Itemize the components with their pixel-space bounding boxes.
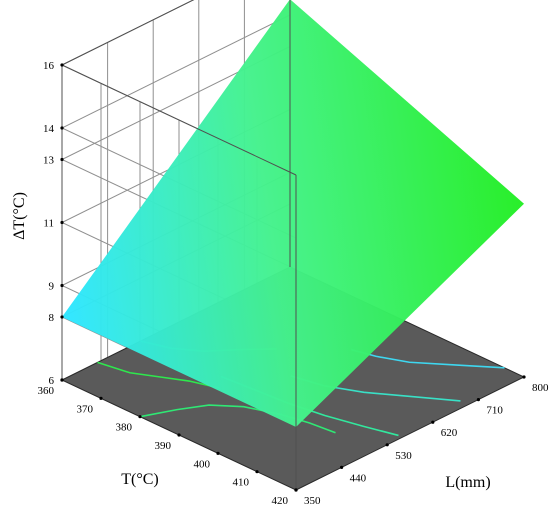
z-tick-dot-5 [60,126,64,130]
l-tick-dot-2 [385,443,389,447]
l-tick-dot-4 [476,398,480,402]
t-tick-label-2: 380 [116,422,133,434]
t-tick-dot-3 [177,433,181,437]
t-tick-label-5: 410 [233,477,250,489]
t-tick-dot-2 [138,415,142,419]
l-tick-label-4: 710 [486,405,503,417]
frame-edge-4 [61,0,195,66]
z-tick-dot-1 [60,315,64,319]
z-tick-label-4: 13 [43,155,55,167]
t-tick-label-3: 390 [155,440,172,452]
t-tick-label-0: 360 [38,385,55,397]
z-tick-label-6: 16 [43,60,55,72]
l-tick-label-2: 530 [395,450,412,462]
contour-line-3 [139,404,336,434]
l-tick-label-3: 620 [441,427,458,439]
l-tick-dot-3 [431,420,435,424]
z-tick-dot-4 [60,157,64,162]
t-axis-title: T(°C) [121,471,159,488]
tick-labels: 6 8 9 11 13 14 16 360 370 380 390 400 410 420 350 440 53… [38,60,550,505]
t-tick-label-1: 370 [77,403,94,415]
axis-titles: ΔT(°C) T(°C) L(mm) [11,192,491,491]
t-tick-dot-1 [99,396,103,400]
z-tick-label-0: 6 [49,375,55,387]
t-tick-label-4: 400 [194,458,211,470]
l-tick-dot-5 [522,375,526,379]
l-tick-dot-1 [340,465,344,469]
t-tick-dot-5 [255,470,259,474]
l-tick-label-5: 800 [532,382,549,394]
z-axis-title: ΔT(°C) [11,192,28,240]
z-tick-label-3: 11 [43,218,54,230]
surface-patch [62,0,524,427]
z-tick-dot-2 [60,283,64,288]
response-surface [62,0,524,427]
z-tick-dot-6 [60,63,64,67]
z-tick-label-1: 8 [49,312,55,324]
z-tick-label-2: 9 [49,281,55,293]
l-axis-title: L(mm) [445,474,490,491]
t-tick-dot-0 [60,378,64,382]
l-tick-dot-0 [294,488,298,492]
t-tick-dot-4 [216,451,220,455]
l-tick-label-0: 350 [304,495,321,505]
z-tick-dot-3 [60,220,64,225]
l-tick-label-1: 440 [350,472,367,484]
frame-edge-3 [61,64,297,176]
contour-line-5 [97,361,221,390]
t-tick-label-6: 420 [272,495,289,505]
z-tick-label-5: 14 [43,123,55,135]
